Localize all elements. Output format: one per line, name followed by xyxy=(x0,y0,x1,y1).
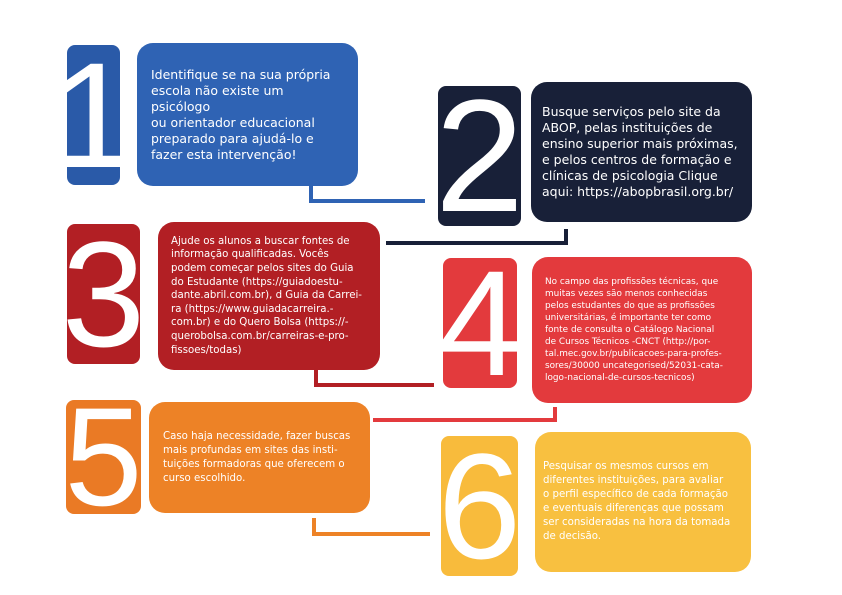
step-1-box: Identifique se na sua própria escola não… xyxy=(137,43,358,186)
step-3-text: Ajude os alunos a buscar fontes de infor… xyxy=(171,235,362,356)
connector-1-2 xyxy=(309,186,425,203)
step-2-text: Busque serviços pelo site da ABOP, pelas… xyxy=(542,104,738,199)
step-2-number: 2 xyxy=(435,66,524,245)
step-3-number: 3 xyxy=(61,210,146,378)
connector-3-4 xyxy=(314,370,434,387)
step-4-number: 4 xyxy=(438,239,522,407)
step-5-text: Caso haja necessidade, fazer buscas mais… xyxy=(163,430,351,484)
step-6-text: Pesquisar os mesmos cursos em diferentes… xyxy=(543,461,731,542)
step-5-number: 5 xyxy=(64,378,143,535)
step-4-box: No campo das profissões técnicas, que mu… xyxy=(532,257,752,403)
connector-4-5 xyxy=(373,407,557,422)
step-2-box: Busque serviços pelo site da ABOP, pelas… xyxy=(531,82,752,222)
step-6-number: 6 xyxy=(437,422,522,590)
step-4-text: No campo das profissões técnicas, que mu… xyxy=(545,276,723,384)
step-1-number: 1 xyxy=(51,31,136,199)
step-1-text: Identifique se na sua própria escola não… xyxy=(151,66,331,162)
step-5-box: Caso haja necessidade, fazer buscas mais… xyxy=(149,402,370,513)
step-3-box: Ajude os alunos a buscar fontes de infor… xyxy=(158,222,380,370)
step-6-box: Pesquisar os mesmos cursos em diferentes… xyxy=(535,432,751,572)
connector-5-6 xyxy=(312,518,430,536)
